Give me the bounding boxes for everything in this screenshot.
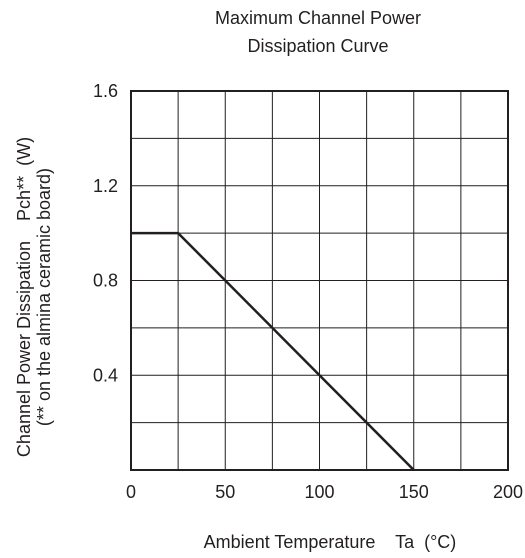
x-tick-label: 200 bbox=[493, 482, 523, 502]
grid bbox=[131, 91, 508, 470]
x-axis-label: Ambient Temperature Ta (°C) bbox=[204, 532, 457, 552]
series-layer bbox=[131, 231, 415, 471]
plot-frame bbox=[130, 90, 509, 471]
x-tick-label: 150 bbox=[399, 482, 429, 502]
y-tick-label: 0.8 bbox=[93, 271, 118, 291]
x-tick-label: 50 bbox=[215, 482, 235, 502]
x-tick-label: 0 bbox=[126, 482, 136, 502]
tick-labels: 0 50 100 150 200 0.4 0.8 1.2 1.6 bbox=[93, 81, 523, 502]
y-tick-label: 1.2 bbox=[93, 176, 118, 196]
y-axis-label-line-1: Channel Power Dissipation Pch** (W) bbox=[14, 137, 34, 457]
y-tick-label: 1.6 bbox=[93, 81, 118, 101]
chart-title-line-1: Maximum Channel Power bbox=[215, 8, 421, 28]
series-line bbox=[131, 231, 415, 471]
y-axis-label-line-2: (** on the almina ceramic board) bbox=[34, 168, 54, 426]
x-tick-label: 100 bbox=[304, 482, 334, 502]
chart-title-line-2: Dissipation Curve bbox=[247, 36, 388, 56]
y-tick-label: 0.4 bbox=[93, 365, 118, 385]
